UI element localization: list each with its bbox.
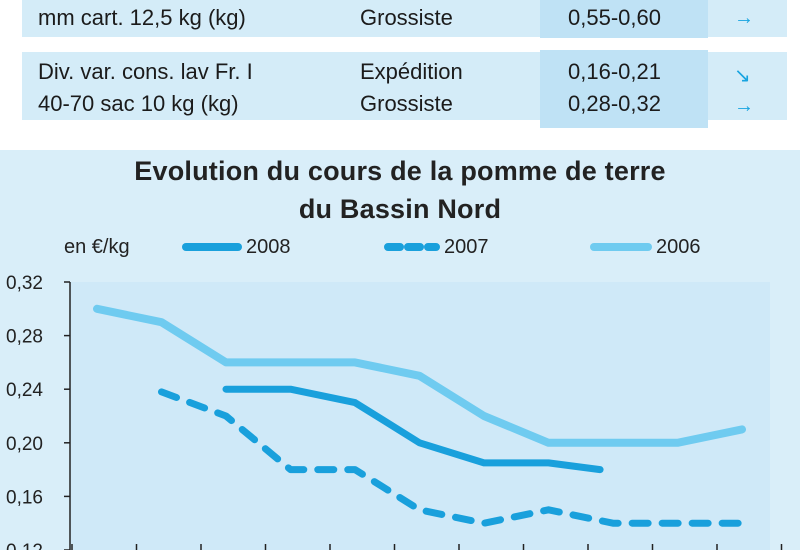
y-axis-unit-label: en €/kg	[64, 236, 130, 258]
y-tick-label: 0,20	[6, 434, 43, 455]
legend-label-2008: 2008	[246, 236, 291, 258]
y-tick-label: 0,28	[6, 327, 43, 348]
y-tick-label: 0,16	[6, 487, 43, 508]
y-tick-label: 0,32	[6, 273, 43, 294]
price-column	[540, 0, 708, 128]
plot-area	[70, 282, 770, 550]
row-stage: Expédition	[360, 59, 463, 84]
series-line-2007	[158, 388, 746, 527]
series-line-2008	[222, 385, 604, 474]
row-separator	[0, 128, 800, 150]
row-product: 40-70 sac 10 kg (kg)	[38, 91, 239, 116]
price-table: mm cart. 12,5 kg (kg) Grossiste 0,55-0,6…	[0, 0, 800, 150]
legend-label-2007: 2007	[444, 236, 489, 258]
y-tick-label: 0,12	[6, 541, 43, 550]
legend-label-2006: 2006	[656, 236, 701, 258]
chart-title: Evolution du cours de la pomme de terre	[134, 156, 666, 186]
row-product: Div. var. cons. lav Fr. I	[38, 59, 253, 84]
row-product: mm cart. 12,5 kg (kg)	[38, 5, 246, 30]
row-separator	[0, 38, 800, 50]
trend-arrow-icon: ↘	[734, 65, 751, 87]
row-price: 0,55-0,60	[568, 5, 661, 30]
row-stage: Grossiste	[360, 91, 453, 116]
trend-arrow-icon: →	[734, 95, 754, 117]
y-tick-label: 0,24	[6, 380, 43, 401]
series-line-2006	[93, 304, 746, 447]
row-price: 0,28-0,32	[568, 91, 661, 116]
chart-subtitle: du Bassin Nord	[298, 194, 502, 224]
row-price: 0,16-0,21	[568, 59, 661, 84]
row-stage: Grossiste	[360, 5, 453, 30]
trend-arrow-icon: →	[734, 7, 754, 29]
